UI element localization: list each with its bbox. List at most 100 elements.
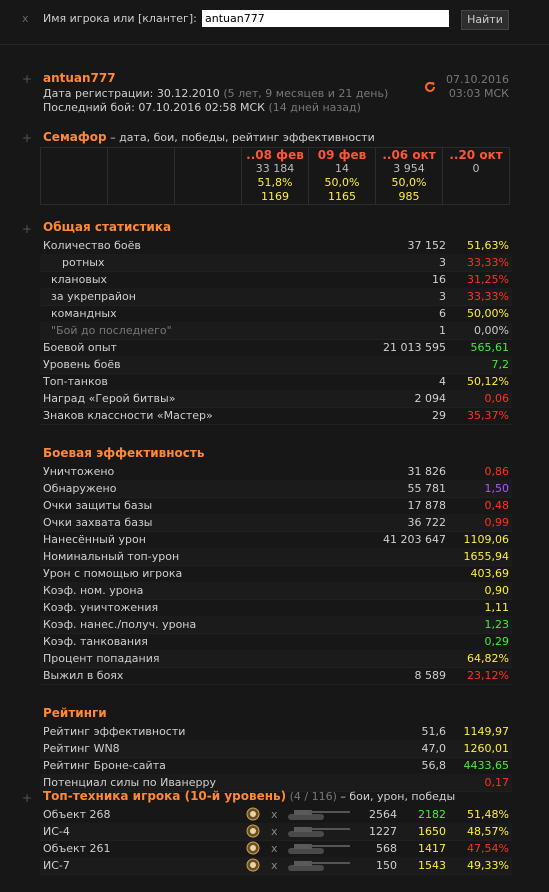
semaphore-cell: ..20 окт 0 — [442, 147, 510, 205]
reg-label: Дата регистрации: — [43, 87, 154, 100]
semaphore-battles: 14 — [335, 162, 349, 175]
stat-row: Наград «Герой битвы» 2 094 0,06 — [40, 390, 512, 408]
stat-label: Рейтинг Броне-сайта — [43, 759, 166, 772]
stat-value: 8 589 — [414, 669, 447, 682]
stat-percent: 0,86 — [484, 465, 510, 478]
stat-label: Коэф. уничтожения — [43, 601, 159, 614]
toggle[interactable]: + — [22, 131, 33, 145]
stat-value: 51,6 — [421, 725, 447, 738]
toggle[interactable]: + — [22, 222, 33, 236]
stat-row: Процент попадания 64,82% — [40, 650, 512, 668]
semaphore-wins: 51,8% — [257, 176, 293, 189]
semaphore-date: 09 фев — [317, 148, 367, 162]
stat-row: Выжил в боях 8 589 23,12% — [40, 667, 512, 685]
vehicle-wins: 47,54% — [467, 842, 509, 855]
last-date: 07.10.2016 02:58 МСК — [138, 101, 265, 114]
stat-value: 36 722 — [407, 516, 447, 529]
stat-label: Рейтинг эффективности — [43, 725, 186, 738]
stat-row: Коэф. нанес./получ. урона 1,23 — [40, 616, 512, 634]
stat-percent: 0,99 — [484, 516, 510, 529]
vehicle-row: Объект 261 x 568 1417 47,54% — [40, 840, 512, 858]
close[interactable]: x — [22, 12, 29, 25]
stat-percent: 23,12% — [467, 669, 509, 682]
stat-row: Коэф. уничтожения 1,11 — [40, 599, 512, 617]
semaphore-date: ..08 фев — [246, 148, 304, 162]
vehicle-damage: 1417 — [418, 842, 446, 855]
last-label: Последний бой: — [43, 101, 135, 114]
reg-line: Дата регистрации: 30.12.2010 (5 лет, 9 м… — [43, 87, 388, 100]
semaphore-date: ..06 окт — [382, 148, 436, 162]
stat-value: 6 — [439, 307, 446, 320]
semaphore-cell: ..06 окт 3 954 50,0% 985 — [375, 147, 443, 205]
stat-row: Уничтожено 31 826 0,86 — [40, 463, 512, 481]
stat-percent: 1260,01 — [463, 742, 510, 755]
search-input[interactable]: antuan777 — [202, 10, 449, 27]
vehicle-mark: x — [271, 842, 278, 855]
stat-percent: 0,06 — [484, 392, 510, 405]
vehicle-battles: 568 — [376, 842, 397, 855]
stat-label: командных — [51, 307, 117, 320]
last-line: Последний бой: 07.10.2016 02:58 МСК (14 … — [43, 101, 361, 114]
stat-row: Рейтинг Броне-сайта 56,8 4433,65 — [40, 757, 512, 775]
vehicle-battles: 150 — [376, 859, 397, 872]
stat-percent: 51,63% — [467, 239, 509, 252]
stat-label: Очки защиты базы — [43, 499, 153, 512]
stat-row: Номинальный топ-урон 1655,94 — [40, 548, 512, 566]
stat-value: 16 — [432, 273, 446, 286]
semaphore-subtitle: – дата, бои, победы, рейтинг эффективнос… — [110, 131, 375, 144]
stat-row: Урон с помощью игрока 403,69 — [40, 565, 512, 583]
vehicle-row: Объект 268 x 2564 2182 51,48% — [40, 806, 512, 824]
vehicle-battles: 1227 — [369, 825, 397, 838]
stat-label: Урон с помощью игрока — [43, 567, 183, 580]
stat-row: клановых 16 31,25% — [40, 271, 512, 289]
stat-value: 3 — [439, 290, 446, 303]
top-title: Топ-техника игрока (10-й уровень) — [43, 789, 287, 803]
vehicle-wins: 51,48% — [467, 808, 509, 821]
stat-percent: 0,00% — [474, 324, 509, 337]
last-ago: (14 дней назад) — [268, 101, 361, 114]
stat-percent: 1,11 — [484, 601, 510, 614]
stat-label: Коэф. ном. урона — [43, 584, 144, 597]
stat-row: Коэф. танкования 0,29 — [40, 633, 512, 651]
mastery-badge — [246, 824, 260, 838]
top-count: (4 / 116) — [289, 790, 337, 803]
stat-row: Очки захвата базы 36 722 0,99 — [40, 514, 512, 532]
reg-date: 30.12.2010 — [156, 87, 220, 100]
stat-label: Процент попадания — [43, 652, 160, 665]
section-title: Общая статистика — [43, 220, 172, 234]
top-header: Топ-техника игрока (10-й уровень) (4 / 1… — [43, 789, 455, 803]
stat-percent: 50,12% — [467, 375, 509, 388]
stat-row: Знаков классности «Мастер» 29 35,37% — [40, 407, 512, 425]
refresh-icon[interactable] — [423, 80, 437, 94]
stat-percent: 1,50 — [484, 482, 510, 495]
toggle[interactable]: + — [22, 72, 33, 86]
semaphore-battles: 33 184 — [255, 162, 295, 175]
semaphore-battles: 0 — [472, 162, 480, 175]
stat-label: Уровень боёв — [43, 358, 121, 371]
stat-value: 3 — [439, 256, 446, 269]
stat-row: за укрепрайон 3 33,33% — [40, 288, 512, 306]
stat-value: 17 878 — [407, 499, 447, 512]
stat-label: ротных — [62, 256, 105, 269]
semaphore-rating: 1165 — [328, 190, 356, 203]
stat-label: Выжил в боях — [43, 669, 124, 682]
toggle[interactable]: + — [22, 791, 33, 805]
vehicle-wins: 48,57% — [467, 825, 509, 838]
reg-ago: (5 лет, 9 месяцев и 21 день) — [223, 87, 389, 100]
vehicle-damage: 1650 — [418, 825, 446, 838]
semaphore-battles: 3 954 — [393, 162, 425, 175]
search-button[interactable]: Найти — [461, 10, 509, 30]
stat-percent: 1,23 — [484, 618, 510, 631]
stat-label: Уничтожено — [43, 465, 115, 478]
vehicle-mark: x — [271, 808, 278, 821]
mastery-badge — [246, 807, 260, 821]
stat-row: Рейтинг эффективности 51,6 1149,97 — [40, 723, 512, 741]
vehicle-wins: 49,33% — [467, 859, 509, 872]
stat-value: 56,8 — [421, 759, 447, 772]
section-title: Рейтинги — [43, 706, 107, 720]
stat-row: ротных 3 33,33% — [40, 254, 512, 272]
semaphore-rating: 985 — [398, 190, 420, 203]
update-time: 03:03 МСК — [448, 87, 509, 100]
semaphore-wins: 50,0% — [324, 176, 360, 189]
stat-percent: 0,90 — [484, 584, 510, 597]
